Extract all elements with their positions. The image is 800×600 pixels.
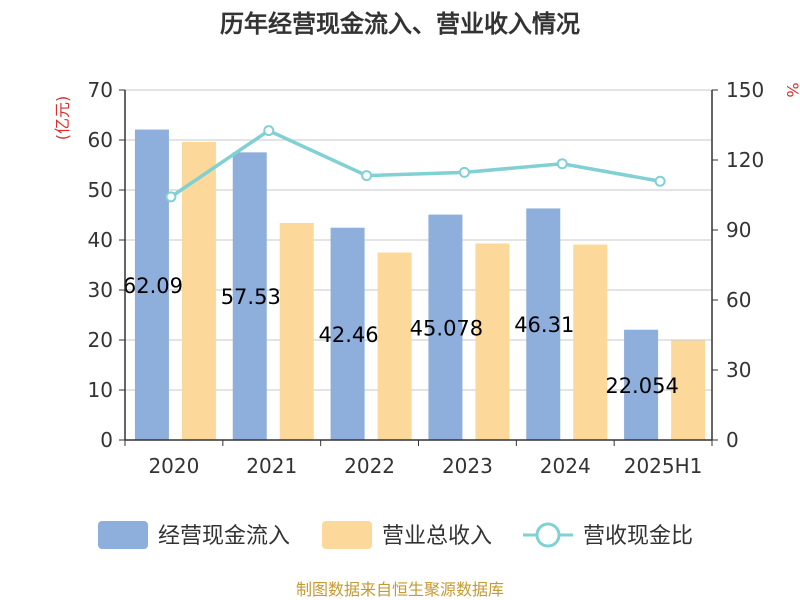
legend-label-ratio: 营收现金比	[583, 524, 693, 549]
right-tick-label: 120	[726, 148, 764, 172]
ratio-point	[263, 125, 275, 137]
left-tick-label: 0	[100, 428, 113, 452]
right-tick-label: 30	[726, 358, 751, 382]
x-tick-label: 2021	[246, 454, 297, 478]
data-label-cash-inflow: 42.46	[319, 323, 379, 347]
bar-cash-inflow	[134, 129, 169, 441]
bar-cash-inflow	[330, 227, 365, 440]
bar-revenue	[573, 244, 608, 440]
x-tick-label: 2023	[442, 454, 493, 478]
data-label-cash-inflow: 46.31	[514, 313, 574, 337]
legend-label-cash-inflow: 经营现金流入	[158, 524, 290, 549]
bar-cash-inflow	[232, 152, 267, 440]
right-axis-unit: %	[783, 82, 800, 97]
left-tick-label: 30	[88, 278, 113, 302]
legend-swatch-revenue	[322, 521, 372, 549]
bar-revenue	[279, 223, 314, 440]
bar-revenue	[181, 142, 216, 440]
left-tick-label: 40	[88, 228, 113, 252]
ratio-polyline	[169, 128, 661, 199]
x-tick-label: 2022	[344, 454, 395, 478]
left-tick-label: 60	[88, 128, 113, 152]
bar-revenue	[475, 243, 510, 440]
chart-title: 历年经营现金流入、营业收入情况	[220, 10, 580, 38]
right-tick-label: 60	[726, 288, 751, 312]
data-label-cash-inflow: 62.09	[123, 274, 183, 298]
right-tick-label: 0	[726, 428, 739, 452]
left-axis-unit: (亿元)	[53, 96, 72, 141]
data-labels: 62.09 57.53 42.46 45.078 46.31 22.054	[123, 274, 679, 398]
ratio-point	[654, 175, 666, 187]
axes: 0 10 20 30 40 50 60 70 0 30 60 90 120 150 2020 2021 2022…	[88, 78, 765, 478]
ratio-line	[165, 125, 666, 203]
footer-source: 制图数据来自恒生聚源数据库	[296, 580, 504, 599]
x-tick-label: 2024	[540, 454, 591, 478]
ratio-point	[556, 158, 568, 170]
bar-revenue	[377, 252, 412, 440]
ratio-point	[165, 191, 177, 203]
left-tick-label: 20	[88, 328, 113, 352]
data-label-cash-inflow: 57.53	[221, 285, 281, 309]
bar-cash-inflow	[526, 208, 561, 440]
bar-cash-inflow	[428, 214, 463, 440]
x-tick-label: 2020	[148, 454, 199, 478]
legend-label-revenue: 营业总收入	[382, 524, 492, 549]
ratio-point	[361, 170, 373, 182]
bar-cash-inflow	[624, 329, 659, 440]
x-tick-label: 2025H1	[624, 454, 703, 478]
right-tick-label: 150	[726, 78, 764, 102]
data-label-cash-inflow: 22.054	[605, 374, 678, 398]
legend-swatch-cash-inflow	[98, 521, 148, 549]
ratio-point	[458, 166, 470, 178]
gridlines	[125, 89, 712, 391]
left-tick-label: 10	[88, 378, 113, 402]
legend: 经营现金流入 营业总收入 营收现金比	[98, 521, 693, 549]
legend-marker-ratio	[535, 522, 561, 548]
left-tick-label: 70	[88, 78, 113, 102]
data-label-cash-inflow: 45.078	[410, 316, 483, 340]
bar-revenue	[671, 340, 706, 440]
left-tick-label: 50	[88, 178, 113, 202]
right-tick-label: 90	[726, 218, 751, 242]
bars	[134, 129, 706, 441]
